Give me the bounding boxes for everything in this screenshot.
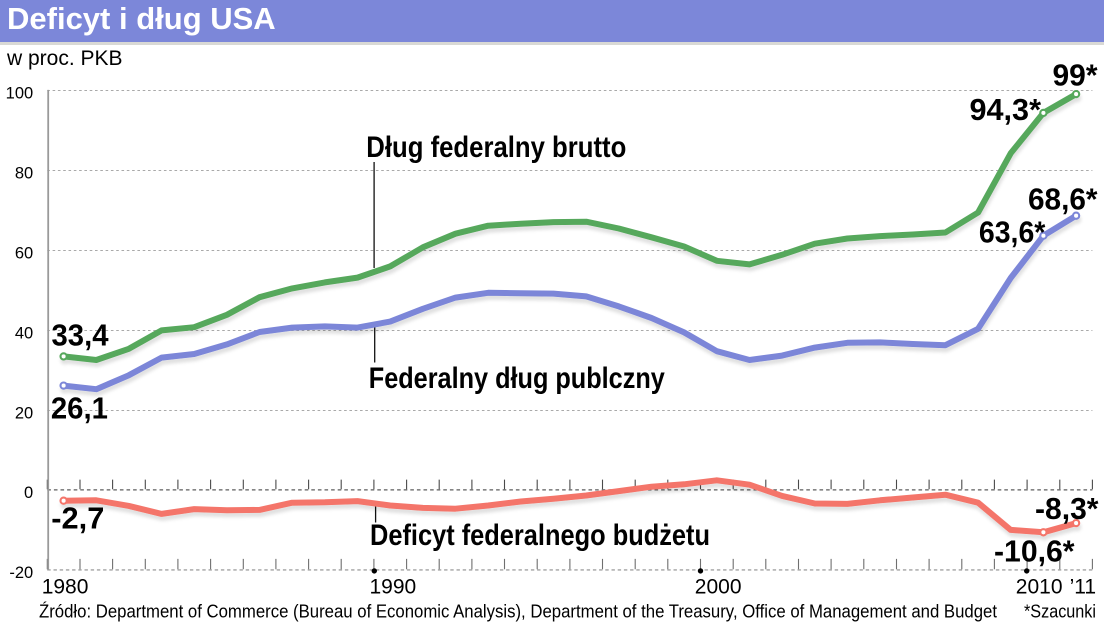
svg-text:68,6*: 68,6* — [1028, 181, 1098, 216]
svg-text:Deficyt federalnego budżetu: Deficyt federalnego budżetu — [370, 519, 710, 552]
svg-text:40: 40 — [15, 324, 33, 342]
svg-text:Federalny dług publczny: Federalny dług publczny — [369, 362, 665, 395]
svg-text:63,6*: 63,6* — [979, 215, 1046, 250]
svg-text:Źródło: Department of Commerce: Źródło: Department of Commerce (Bureau o… — [39, 601, 997, 622]
svg-text:Dług federalny brutto: Dług federalny brutto — [366, 131, 626, 164]
svg-text:60: 60 — [15, 245, 33, 263]
svg-text:-20: -20 — [9, 564, 33, 582]
svg-text:100: 100 — [6, 85, 34, 103]
svg-text:1990: 1990 — [370, 576, 417, 599]
svg-text:1980: 1980 — [42, 576, 89, 599]
svg-text:0: 0 — [24, 484, 33, 502]
svg-text:*Szacunki: *Szacunki — [1024, 601, 1096, 622]
svg-text:2000: 2000 — [695, 576, 742, 599]
svg-text:94,3*: 94,3* — [970, 92, 1042, 127]
svg-text:33,4: 33,4 — [52, 317, 110, 352]
svg-text:20: 20 — [15, 404, 33, 422]
svg-text:80: 80 — [15, 165, 33, 183]
svg-text:’11: ’11 — [1070, 576, 1096, 599]
svg-text:-10,6*: -10,6* — [994, 533, 1075, 568]
svg-text:-2,7: -2,7 — [51, 500, 104, 535]
svg-text:26,1: 26,1 — [51, 390, 108, 425]
svg-text:99*: 99* — [1053, 58, 1099, 93]
svg-text:2010: 2010 — [1016, 576, 1063, 599]
svg-text:-8,3*: -8,3* — [1035, 491, 1099, 526]
